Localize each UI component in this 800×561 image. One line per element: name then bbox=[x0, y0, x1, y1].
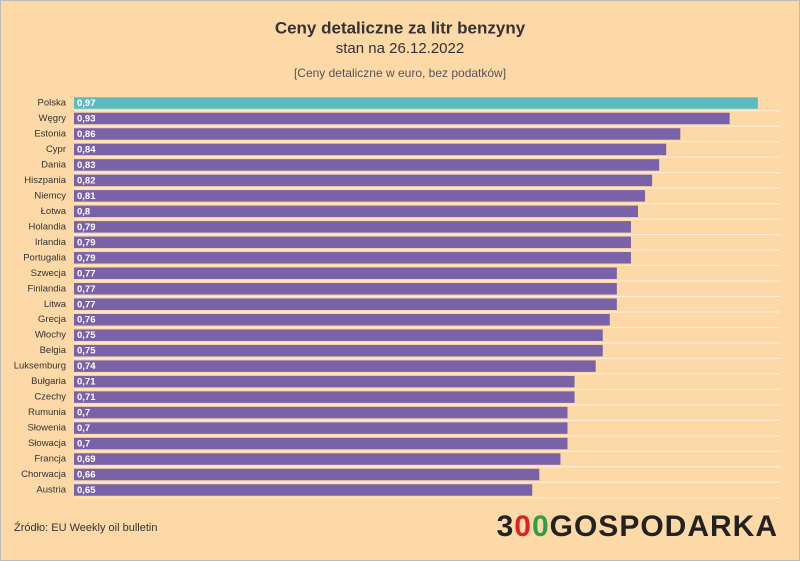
value-label: 0,79 bbox=[77, 222, 96, 233]
value-label: 0,71 bbox=[77, 377, 96, 388]
category-label: Rumunia bbox=[28, 407, 67, 418]
value-label: 0,69 bbox=[77, 454, 96, 465]
value-label: 0,82 bbox=[77, 175, 96, 186]
value-label: 0,79 bbox=[77, 253, 96, 264]
category-label: Cypr bbox=[46, 144, 66, 155]
logo: 300GOSPODARKA bbox=[497, 510, 778, 543]
value-label: 0,86 bbox=[77, 129, 96, 140]
bar bbox=[74, 375, 575, 388]
category-label: Słowenia bbox=[27, 423, 66, 434]
category-label: Finlandia bbox=[27, 283, 66, 294]
bar bbox=[74, 344, 603, 357]
value-label: 0,77 bbox=[77, 268, 96, 279]
category-label: Hiszpania bbox=[24, 175, 66, 186]
source: Źródło: EU Weekly oil bulletin bbox=[14, 521, 157, 534]
bar bbox=[74, 360, 596, 372]
category-label: Słowacja bbox=[28, 438, 67, 449]
bar bbox=[74, 128, 681, 140]
category-label: Polska bbox=[37, 98, 66, 109]
bar bbox=[74, 174, 653, 187]
bar bbox=[74, 236, 631, 249]
bar bbox=[74, 267, 617, 280]
bar bbox=[74, 484, 533, 496]
value-label: 0,76 bbox=[77, 315, 96, 326]
category-label: Francja bbox=[34, 454, 66, 465]
value-label: 0,83 bbox=[77, 160, 96, 171]
bar bbox=[74, 298, 617, 310]
value-label: 0,81 bbox=[77, 191, 96, 202]
category-label: Holandia bbox=[29, 221, 67, 232]
category-label: Irlandia bbox=[35, 237, 67, 248]
bar bbox=[74, 391, 575, 403]
bar bbox=[74, 205, 638, 218]
chart-subtitle: stan na 26.12.2022 bbox=[336, 40, 464, 57]
bar bbox=[74, 190, 646, 202]
bar bbox=[74, 313, 610, 326]
bar bbox=[74, 97, 758, 109]
category-label: Estonia bbox=[34, 128, 66, 139]
bar bbox=[74, 422, 568, 434]
logo-part: 0 bbox=[514, 510, 532, 543]
category-label: Portugalia bbox=[23, 252, 66, 263]
bar bbox=[74, 453, 561, 465]
chart-note: [Ceny detaliczne w euro, bez podatków] bbox=[294, 66, 506, 80]
bar bbox=[74, 112, 730, 125]
bar bbox=[74, 468, 540, 481]
bar bbox=[74, 252, 631, 264]
value-label: 0,97 bbox=[77, 98, 96, 109]
value-label: 0,93 bbox=[77, 113, 96, 124]
value-label: 0,7 bbox=[77, 439, 90, 450]
bar bbox=[74, 329, 603, 341]
bar bbox=[74, 406, 568, 419]
category-label: Grecja bbox=[38, 314, 67, 325]
value-label: 0,7 bbox=[77, 408, 90, 419]
value-label: 0,75 bbox=[77, 346, 96, 357]
category-label: Dania bbox=[41, 159, 67, 170]
category-label: Bułgaria bbox=[31, 376, 67, 387]
category-label: Litwa bbox=[44, 299, 67, 310]
bar bbox=[74, 437, 568, 450]
value-label: 0,71 bbox=[77, 392, 96, 403]
logo-part: GOSPODARKA bbox=[550, 510, 778, 543]
category-label: Szwecja bbox=[31, 268, 67, 279]
chart-title: Ceny detaliczne za litr benzyny bbox=[275, 18, 526, 37]
value-label: 0,79 bbox=[77, 237, 96, 248]
bar bbox=[74, 159, 660, 171]
logo-part: 3 bbox=[497, 510, 515, 543]
value-label: 0,77 bbox=[77, 299, 96, 310]
value-label: 0,84 bbox=[77, 144, 96, 155]
value-label: 0,77 bbox=[77, 284, 96, 295]
value-label: 0,66 bbox=[77, 470, 96, 481]
bar bbox=[74, 221, 631, 233]
bar bbox=[74, 283, 617, 295]
category-label: Austria bbox=[36, 485, 66, 496]
value-label: 0,74 bbox=[77, 361, 96, 372]
category-label: Chorwacja bbox=[21, 469, 67, 480]
category-label: Łotwa bbox=[41, 206, 67, 217]
value-label: 0,65 bbox=[77, 485, 96, 496]
category-label: Belgia bbox=[40, 345, 67, 356]
category-label: Niemcy bbox=[34, 190, 66, 201]
category-label: Węgry bbox=[39, 113, 67, 124]
value-label: 0,8 bbox=[77, 206, 90, 217]
category-label: Czechy bbox=[34, 392, 66, 403]
value-label: 0,75 bbox=[77, 330, 96, 341]
bar bbox=[74, 143, 667, 156]
category-label: Włochy bbox=[35, 330, 66, 341]
category-label: Luksemburg bbox=[14, 361, 66, 372]
logo-part: 0 bbox=[532, 510, 550, 543]
value-label: 0,7 bbox=[77, 423, 90, 434]
